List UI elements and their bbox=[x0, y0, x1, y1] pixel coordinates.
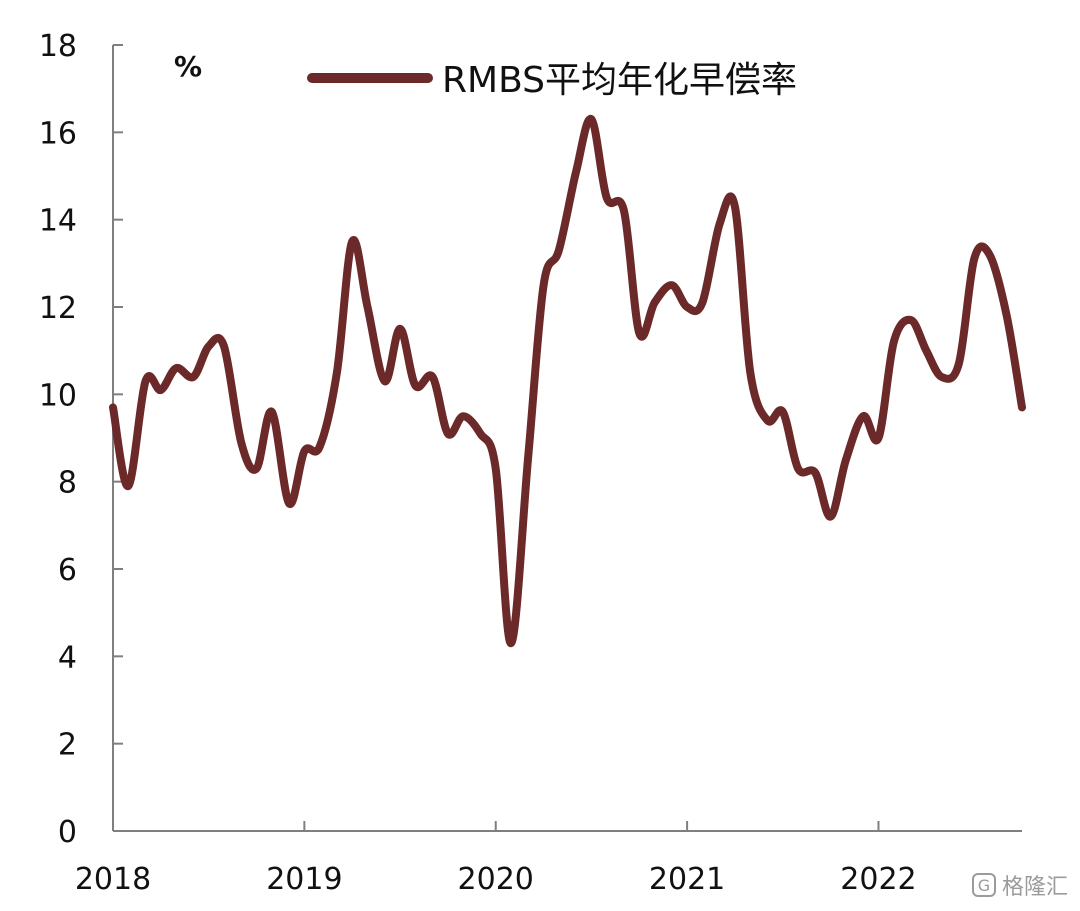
y-tick-label: 4 bbox=[58, 640, 77, 675]
y-tick-label: 14 bbox=[39, 204, 77, 239]
y-tick-label: 2 bbox=[58, 728, 77, 763]
chart-series-lines bbox=[109, 115, 1026, 648]
x-tick-label: 2021 bbox=[649, 862, 725, 897]
y-tick-label: 6 bbox=[58, 553, 77, 588]
watermark: G 格隆汇 bbox=[971, 869, 1068, 901]
x-tick-label: 2018 bbox=[75, 862, 151, 897]
watermark-logo: 格隆汇 bbox=[1001, 875, 1068, 900]
y-tick-label: 0 bbox=[58, 815, 77, 850]
chart-axes: 0 2 4 6 8 10 12 14 16 18 2018 2019 2020 2021 2022 bbox=[39, 29, 1022, 897]
y-tick-label: 18 bbox=[39, 29, 77, 64]
chart-legend: RMBS平均年化早偿率 bbox=[307, 60, 797, 101]
y-axis-unit: % bbox=[174, 50, 202, 83]
y-tick-label: 10 bbox=[39, 378, 77, 413]
watermark-logo-icon: G bbox=[971, 873, 996, 897]
series-line bbox=[109, 115, 1026, 648]
x-tick-label: 2020 bbox=[458, 862, 534, 897]
y-tick-label: 8 bbox=[58, 466, 77, 501]
x-tick-label: 2022 bbox=[840, 862, 916, 897]
x-tick-label: 2019 bbox=[266, 862, 342, 897]
y-tick-label: 16 bbox=[39, 116, 77, 151]
y-tick-label: 12 bbox=[39, 291, 77, 326]
legend-label: RMBS平均年化早偿率 bbox=[442, 60, 797, 101]
